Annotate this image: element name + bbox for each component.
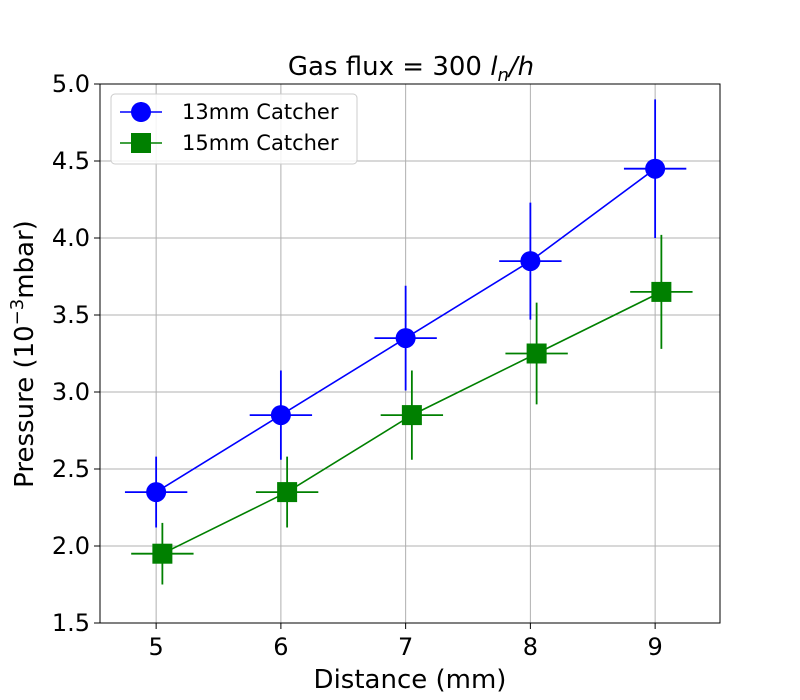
y-tick-label: 4.0 bbox=[52, 224, 90, 252]
y-tick-label: 5.0 bbox=[52, 70, 90, 98]
y-axis-label: Pressure (10−3mbar) bbox=[7, 220, 40, 488]
y-tick-label: 2.5 bbox=[52, 455, 90, 483]
series-layer bbox=[124, 99, 693, 585]
y-axis-label-tail: mbar) bbox=[10, 220, 40, 299]
x-tick-label: 5 bbox=[148, 633, 163, 661]
x-tick-label: 9 bbox=[647, 633, 662, 661]
legend: 13mm Catcher 15mm Catcher bbox=[110, 93, 358, 165]
x-tick-label: 8 bbox=[523, 633, 538, 661]
data-point bbox=[520, 251, 541, 272]
x-tick-label: 7 bbox=[398, 633, 413, 661]
data-point bbox=[651, 281, 672, 302]
y-tick-label: 3.0 bbox=[52, 378, 90, 406]
chart-title-main: Gas flux = 300 bbox=[288, 52, 490, 82]
y-axis-label-superscript: −3 bbox=[7, 299, 28, 326]
x-axis-label: Distance (mm) bbox=[314, 665, 507, 695]
chart-title-unit-subscript: n bbox=[497, 65, 508, 86]
legend-label: 13mm Catcher bbox=[182, 100, 339, 124]
x-tick-label: 6 bbox=[273, 633, 288, 661]
axis-ticks: 5 6 7 8 9 1.5 2.0 2.5 3.0 3.5 4.0 4.5 5.0 bbox=[52, 70, 663, 661]
y-tick-label: 4.5 bbox=[52, 147, 90, 175]
data-point bbox=[395, 328, 416, 349]
chart-title-unit-base: l bbox=[490, 52, 498, 82]
y-tick-label: 2.0 bbox=[52, 532, 90, 560]
data-point bbox=[401, 405, 422, 426]
chart-title: Gas flux = 300 ln/h bbox=[288, 52, 534, 86]
plot-area-frame bbox=[99, 83, 721, 624]
legend-marker bbox=[131, 102, 151, 122]
y-axis-label-base: Pressure (10 bbox=[10, 325, 40, 488]
data-point bbox=[146, 482, 167, 503]
data-point bbox=[645, 158, 666, 179]
legend-label: 15mm Catcher bbox=[182, 131, 339, 155]
legend-entry-2: 15mm Catcher bbox=[120, 131, 339, 155]
chart-title-unit-tail: /h bbox=[507, 52, 534, 82]
legend-entry-1: 13mm Catcher bbox=[120, 100, 339, 124]
data-point bbox=[152, 543, 173, 564]
series-2 bbox=[131, 234, 693, 585]
series-1 bbox=[124, 99, 687, 528]
data-point bbox=[277, 482, 298, 503]
data-point bbox=[526, 343, 547, 364]
y-tick-label: 1.5 bbox=[52, 609, 90, 637]
y-tick-label: 3.5 bbox=[52, 301, 90, 329]
legend-marker bbox=[131, 133, 151, 153]
data-point bbox=[270, 405, 291, 426]
legend-box bbox=[110, 93, 358, 165]
